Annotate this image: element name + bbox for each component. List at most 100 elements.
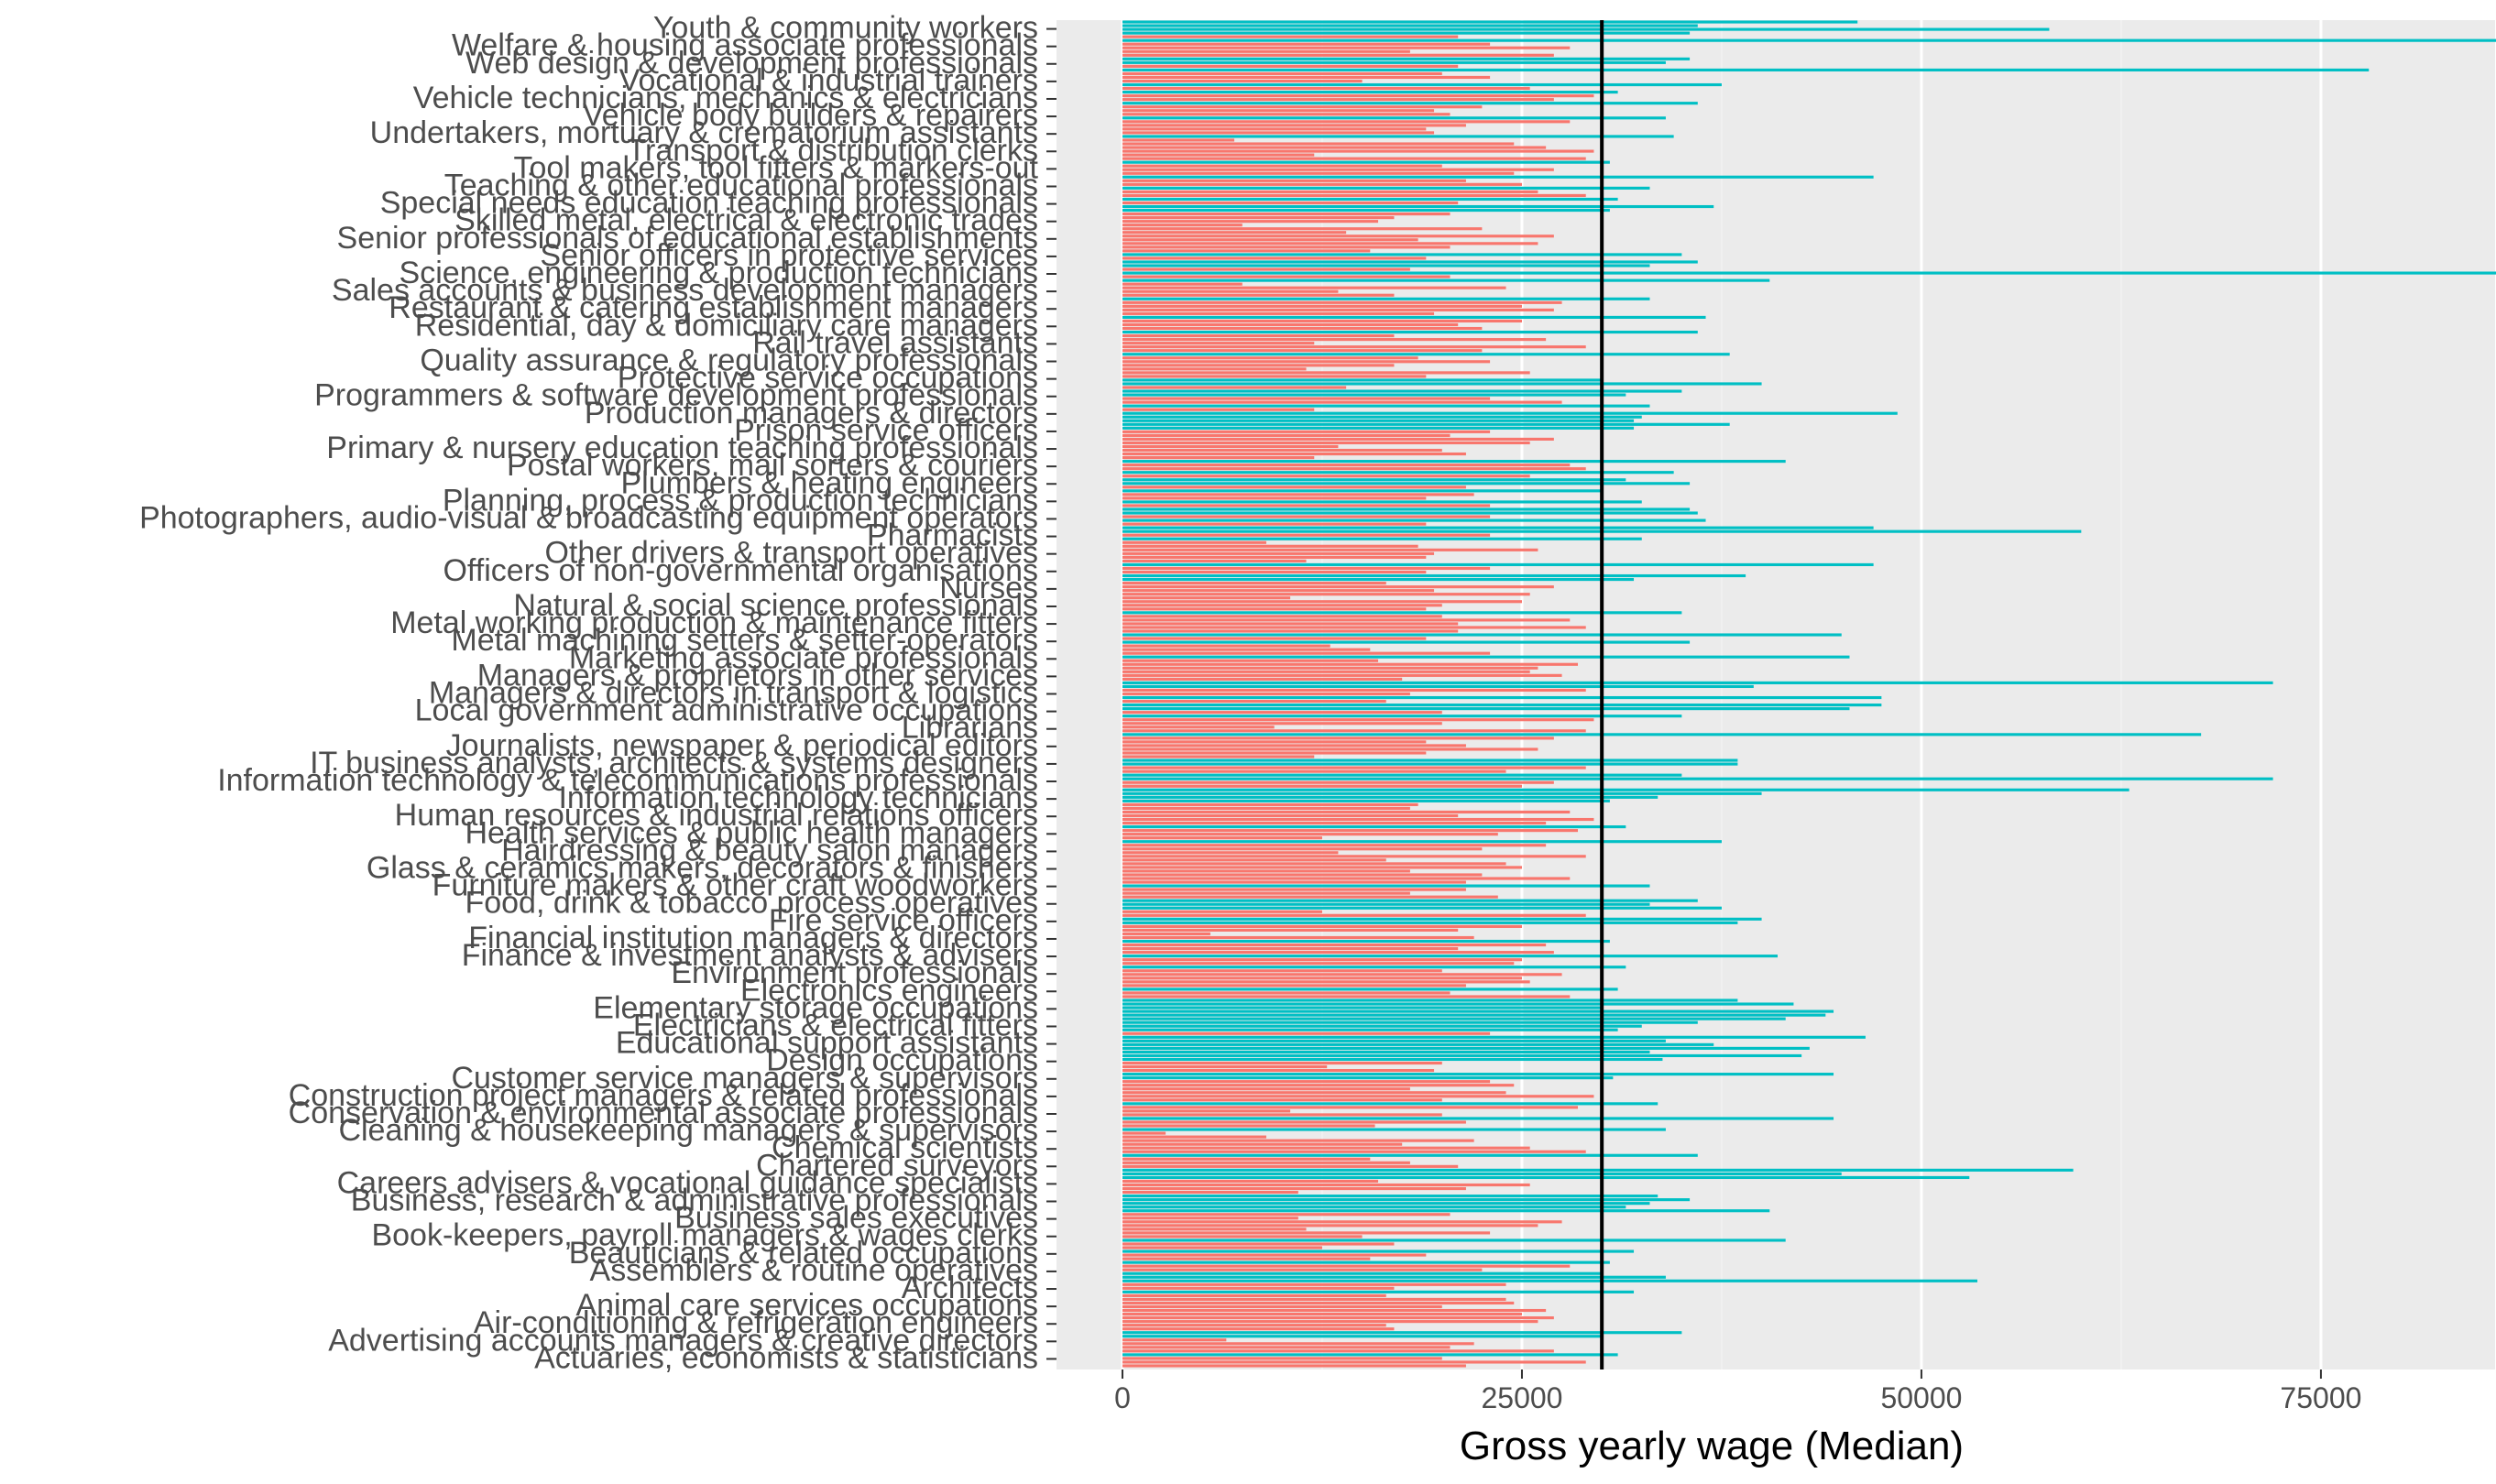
- bar: [1122, 507, 1691, 511]
- bar: [1122, 430, 1491, 433]
- bar: [1122, 810, 1571, 814]
- bar: [1122, 444, 1339, 449]
- bar: [1122, 38, 2496, 42]
- y-tick-label: Chemical scientists: [772, 1130, 1038, 1165]
- bar: [1122, 737, 1554, 740]
- y-tick-label: Information technology & telecommunicati…: [217, 763, 1038, 798]
- bar: [1122, 146, 1547, 149]
- bar: [1122, 275, 1451, 278]
- bar: [1122, 847, 1483, 851]
- bar: [1122, 1206, 1626, 1209]
- bar: [1122, 308, 1554, 311]
- bar: [1122, 715, 1682, 718]
- bar: [1122, 426, 1635, 430]
- bar: [1122, 795, 1659, 799]
- bar: [1122, 79, 1363, 83]
- bar: [1122, 1095, 1594, 1098]
- bar: [1122, 1069, 1435, 1073]
- bar: [1122, 91, 1618, 94]
- y-tick-label: Photographers, audio-visual & broadcasti…: [139, 500, 1038, 535]
- bar: [1122, 862, 1506, 866]
- bar: [1122, 655, 1850, 659]
- bar: [1122, 515, 1491, 518]
- bar: [1122, 884, 1650, 888]
- bar: [1122, 1020, 1698, 1024]
- bar: [1122, 1282, 1506, 1286]
- bar: [1122, 455, 1315, 460]
- bar: [1122, 190, 1538, 193]
- bar: [1122, 718, 1594, 722]
- bar: [1122, 1346, 1451, 1349]
- bar: [1122, 437, 1554, 441]
- bar: [1122, 68, 2370, 71]
- bar: [1122, 304, 1522, 308]
- y-tick-label: Welfare & housing associate professional…: [452, 28, 1038, 63]
- y-tick-label: Local government administrative occupati…: [415, 693, 1038, 728]
- bar: [1122, 334, 1395, 338]
- y-tick-label: Officers of non-governmental organisatio…: [443, 553, 1038, 588]
- bar: [1122, 618, 1571, 622]
- bar: [1122, 833, 1498, 836]
- bar: [1122, 1235, 1363, 1238]
- y-tick-label: Prison service officers: [734, 413, 1038, 448]
- bar: [1122, 204, 1714, 209]
- bar: [1122, 330, 1698, 334]
- bar: [1122, 57, 1691, 60]
- bar: [1122, 386, 1347, 389]
- bar: [1122, 1168, 2074, 1172]
- bar: [1122, 109, 1435, 113]
- bar: [1122, 518, 1706, 522]
- x-tick-label: 0: [1114, 1381, 1131, 1414]
- bar: [1122, 231, 1347, 235]
- bar: [1122, 951, 1554, 955]
- bar: [1122, 153, 1315, 157]
- y-tick-label: Electricians & electrical fitters: [633, 1008, 1038, 1042]
- bar: [1122, 629, 1459, 633]
- y-tick-label: Marketing associate professionals: [569, 640, 1038, 675]
- y-tick-label: Librarians: [902, 711, 1038, 746]
- bar: [1122, 659, 1379, 662]
- y-tick-label: Quality assurance & regulatory professio…: [420, 344, 1038, 378]
- bar: [1122, 342, 1315, 345]
- y-tick-label: Skilled metal, electrical & electronic t…: [454, 203, 1038, 238]
- bar: [1122, 995, 1571, 998]
- bar: [1122, 1320, 1538, 1324]
- bar: [1122, 1157, 1371, 1161]
- y-tick-label: Transport & distribution clerks: [628, 133, 1038, 168]
- bar: [1122, 988, 1618, 991]
- bar: [1122, 360, 1491, 364]
- bar: [1122, 1286, 1395, 1290]
- bar: [1122, 1246, 1322, 1249]
- bar: [1122, 345, 1586, 349]
- y-tick-label: Restaurant & catering establishment mana…: [389, 290, 1038, 325]
- bar: [1122, 1057, 1663, 1062]
- bar: [1122, 224, 1243, 227]
- y-tick-label: Rail travel assistants: [752, 325, 1038, 360]
- bar: [1122, 120, 1571, 124]
- bar: [1122, 433, 1451, 437]
- bar: [1122, 762, 1738, 766]
- bar: [1122, 673, 1562, 677]
- bar: [1122, 851, 1339, 855]
- bar: [1122, 260, 1698, 264]
- bar: [1122, 1242, 1395, 1246]
- bar: [1122, 766, 1586, 769]
- bar: [1122, 1120, 1466, 1124]
- y-tick-label: Food, drink & tobacco process operatives: [465, 886, 1038, 921]
- bar: [1122, 293, 1395, 297]
- bar: [1122, 131, 1435, 135]
- bar: [1122, 747, 1538, 751]
- bar: [1122, 452, 1466, 456]
- bar: [1122, 264, 1650, 267]
- bar: [1122, 1031, 1491, 1035]
- y-tick-label: Book-keepers, payroll managers & wages c…: [371, 1218, 1038, 1253]
- bar: [1122, 844, 1547, 847]
- bar: [1122, 356, 1418, 360]
- y-tick-label: Senior professionals of educational esta…: [337, 221, 1038, 256]
- bar: [1122, 419, 1635, 422]
- bar: [1122, 253, 1682, 256]
- bar: [1122, 877, 1571, 880]
- bar: [1122, 415, 1642, 419]
- bar: [1122, 1035, 1866, 1039]
